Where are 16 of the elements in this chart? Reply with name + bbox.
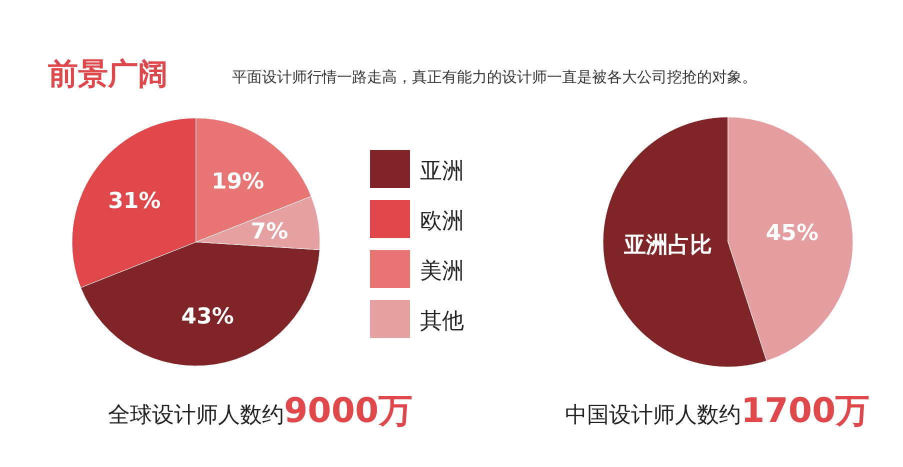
text: 全球设计师人数约: [108, 403, 284, 428]
legend-label: 美洲: [420, 259, 464, 284]
data-label: 31%: [108, 189, 161, 214]
data-label: 7%: [250, 219, 288, 244]
legend-label: 亚洲: [420, 159, 464, 184]
legend-label: 其他: [420, 309, 464, 334]
data-label: 45%: [766, 220, 819, 246]
text: 中国设计师人数约: [565, 403, 741, 428]
text: 1700万: [741, 391, 870, 431]
chart-title: 前景广阔: [48, 57, 168, 92]
legend-label: 欧洲: [420, 209, 464, 234]
text: 9000万: [284, 391, 413, 431]
slice-label: 亚洲占比: [622, 233, 712, 258]
text: 平面设计师行情一路走高，真正有能力的设计师一直是被各大公司挖抢的对象。: [232, 68, 757, 86]
data-label: 43%: [181, 304, 234, 330]
data-label: 19%: [211, 169, 264, 194]
